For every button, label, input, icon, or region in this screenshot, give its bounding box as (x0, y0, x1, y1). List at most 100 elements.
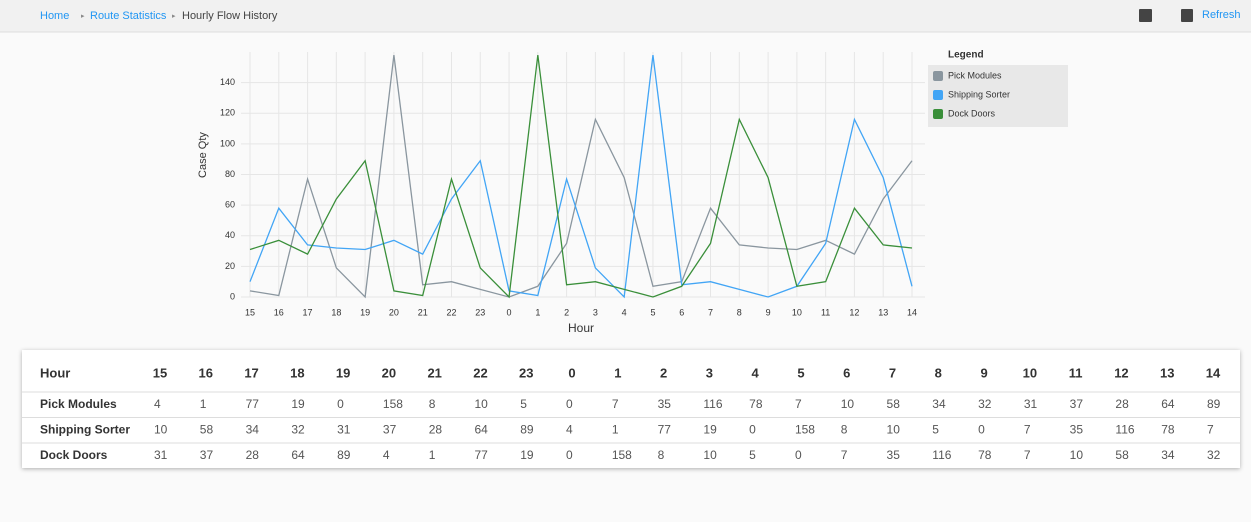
table-cell: 32 (978, 397, 992, 411)
y-tick-label: 140 (220, 77, 235, 87)
breadcrumb-current: Hourly Flow History (182, 10, 278, 22)
x-tick-label: 22 (446, 307, 456, 317)
x-tick-label: 19 (360, 307, 370, 317)
table-header-cell: 9 (980, 365, 987, 380)
table-cell: 37 (200, 448, 214, 462)
table-cell: 32 (291, 423, 305, 437)
table-cell: 34 (246, 423, 260, 437)
table-cell: 5 (932, 423, 939, 437)
table-header-cell: 20 (382, 365, 396, 380)
table-cell: 35 (887, 448, 901, 462)
table-cell: 78 (749, 397, 763, 411)
legend-swatch (933, 109, 943, 119)
legend-box (928, 65, 1068, 127)
table-cell: 10 (474, 397, 488, 411)
table-header: Hour (40, 365, 70, 380)
breadcrumb-link[interactable]: Route Statistics (90, 10, 167, 22)
legend-swatch (933, 90, 943, 100)
table-header-cell: 3 (706, 365, 713, 380)
x-tick-label: 15 (245, 307, 255, 317)
table-cell: 116 (932, 448, 951, 462)
x-tick-label: 5 (650, 307, 655, 317)
table-cell: 116 (1115, 423, 1134, 437)
table-cell: 37 (383, 423, 397, 437)
row-label: Pick Modules (40, 397, 117, 411)
x-tick-label: 20 (389, 307, 399, 317)
x-tick-label: 10 (792, 307, 802, 317)
x-tick-label: 21 (418, 307, 428, 317)
table-cell: 8 (429, 397, 436, 411)
table-cell: 116 (703, 397, 722, 411)
table-cell: 78 (978, 448, 992, 462)
table-header-cell: 18 (290, 365, 304, 380)
table-cell: 34 (932, 397, 946, 411)
table-cell: 28 (1115, 397, 1129, 411)
table-cell: 158 (612, 448, 632, 462)
table-header-cell: 17 (244, 365, 258, 380)
table-cell: 0 (566, 397, 573, 411)
x-tick-label: 18 (331, 307, 341, 317)
breadcrumb-home[interactable]: Home (40, 10, 69, 22)
table-cell: 19 (703, 423, 717, 437)
table-cell: 7 (841, 448, 848, 462)
breadcrumb-sep: ▸ (172, 13, 176, 20)
table-header-cell: 11 (1069, 365, 1083, 380)
table-cell: 7 (1024, 448, 1031, 462)
x-tick-label: 1 (535, 307, 540, 317)
table-header-cell: 0 (568, 365, 575, 380)
breadcrumb-sep: ▸ (81, 13, 85, 20)
table-cell: 64 (1161, 397, 1175, 411)
table-header-cell: 2 (660, 365, 667, 380)
pdf-icon[interactable] (1139, 9, 1152, 22)
legend-label: Shipping Sorter (948, 89, 1010, 99)
table-cell: 19 (520, 448, 534, 462)
table-cell: 35 (1070, 423, 1084, 437)
refresh-button[interactable]: Refresh (1202, 9, 1241, 21)
table-cell: 10 (1070, 448, 1084, 462)
table-cell: 77 (658, 423, 672, 437)
table-cell: 77 (474, 448, 488, 462)
y-tick-label: 120 (220, 108, 235, 118)
table-cell: 31 (1024, 397, 1038, 411)
table-cell: 4 (154, 397, 161, 411)
series-line (249, 54, 913, 299)
table-cell: 0 (566, 448, 573, 462)
table-cell: 4 (566, 423, 573, 437)
x-tick-label: 4 (622, 307, 627, 317)
table-cell: 35 (658, 397, 672, 411)
table-header-cell: 15 (153, 365, 167, 380)
table-header-cell: 14 (1206, 365, 1221, 380)
table-header-cell: 12 (1114, 365, 1128, 380)
table-header-cell: 4 (752, 365, 760, 380)
archive-icon[interactable] (1181, 9, 1193, 22)
row-label: Shipping Sorter (40, 423, 130, 437)
table-cell: 32 (1207, 448, 1221, 462)
table-cell: 0 (749, 423, 756, 437)
table-header-cell: 21 (427, 365, 441, 380)
table-cell: 10 (841, 397, 855, 411)
table-cell: 158 (795, 423, 815, 437)
y-tick-label: 40 (225, 230, 235, 240)
table-cell: 0 (978, 423, 985, 437)
x-tick-label: 2 (564, 307, 569, 317)
x-tick-label: 13 (878, 307, 888, 317)
row-label: Dock Doors (40, 448, 108, 462)
table-header-cell: 19 (336, 365, 350, 380)
legend-label: Pick Modules (948, 70, 1002, 80)
y-tick-label: 80 (225, 169, 235, 179)
table-cell: 58 (887, 397, 901, 411)
table-cell: 5 (520, 397, 527, 411)
x-tick-label: 0 (507, 307, 512, 317)
x-tick-label: 17 (303, 307, 313, 317)
table-cell: 1 (429, 448, 436, 462)
table-header-cell: 5 (797, 365, 804, 380)
x-tick-label: 14 (907, 307, 917, 317)
x-tick-label: 8 (737, 307, 742, 317)
table-header-cell: 23 (519, 365, 533, 380)
table-cell: 34 (1161, 448, 1175, 462)
table-cell: 89 (337, 448, 351, 462)
x-tick-label: 12 (849, 307, 859, 317)
table-cell: 10 (703, 448, 717, 462)
